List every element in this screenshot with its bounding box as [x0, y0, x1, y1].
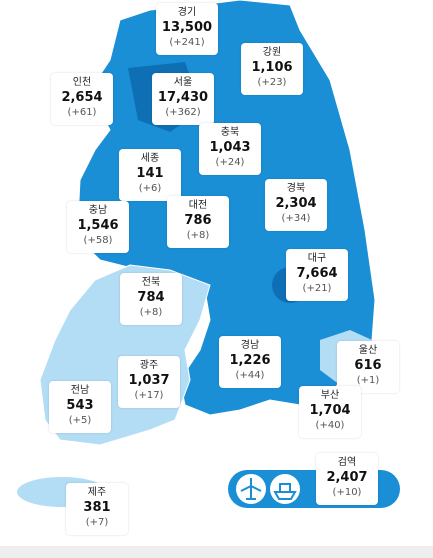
- region-label: 검역 2,407 (+10): [316, 453, 378, 505]
- region-label: 강원 1,106 (+23): [241, 43, 303, 95]
- region-total: 786: [184, 213, 212, 228]
- region-label: 충북 1,043 (+24): [199, 123, 261, 175]
- region-total: 141: [136, 166, 164, 181]
- region-total: 1,546: [77, 218, 119, 233]
- region-change: (+34): [281, 213, 311, 224]
- region-total: 2,407: [326, 470, 368, 485]
- region-label: 전북 784 (+8): [120, 273, 182, 325]
- region-label: 경남 1,226 (+44): [219, 336, 281, 388]
- region-name: 충남: [88, 205, 108, 216]
- region-label: 서울 17,430 (+362): [152, 73, 214, 125]
- region-change: (+362): [165, 107, 201, 118]
- region-change: (+241): [169, 37, 205, 48]
- region-change: (+7): [85, 517, 109, 528]
- region-label: 세종 141 (+6): [119, 149, 181, 201]
- region-label: 대구 7,664 (+21): [286, 249, 348, 301]
- region-total: 1,704: [309, 403, 351, 418]
- region-change: (+10): [332, 487, 362, 498]
- region-name: 인천: [72, 77, 92, 88]
- region-change: (+24): [215, 157, 245, 168]
- region-total: 2,304: [275, 196, 317, 211]
- region-label: 부산 1,704 (+40): [299, 386, 361, 438]
- region-name: 경남: [240, 340, 260, 351]
- region-total: 1,106: [251, 60, 293, 75]
- region-name: 경북: [286, 183, 306, 194]
- region-name: 울산: [358, 345, 378, 356]
- ship-glyph: [273, 483, 297, 500]
- region-name: 경기: [177, 7, 197, 18]
- footer-bar: [0, 546, 433, 558]
- region-label: 경기 13,500 (+241): [156, 3, 218, 55]
- region-change: (+8): [186, 230, 210, 241]
- region-label: 울산 616 (+1): [337, 341, 399, 393]
- region-name: 부산: [320, 390, 340, 401]
- region-label: 인천 2,654 (+61): [51, 73, 113, 125]
- region-change: (+21): [302, 283, 332, 294]
- region-label: 제주 381 (+7): [66, 483, 128, 535]
- region-label: 대전 786 (+8): [167, 196, 229, 248]
- region-change: (+17): [134, 390, 164, 401]
- region-label: 충남 1,546 (+58): [67, 201, 129, 253]
- region-change: (+40): [315, 420, 345, 431]
- region-total: 2,654: [61, 90, 103, 105]
- region-total: 13,500: [161, 20, 213, 35]
- region-total: 17,430: [157, 90, 209, 105]
- region-name: 강원: [262, 47, 282, 58]
- region-total: 784: [137, 290, 165, 305]
- region-change: (+61): [67, 107, 97, 118]
- region-label: 전남 543 (+5): [49, 381, 111, 433]
- region-name: 전남: [70, 385, 90, 396]
- region-name: 검역: [337, 457, 357, 468]
- region-name: 광주: [139, 360, 159, 371]
- region-name: 제주: [87, 487, 107, 498]
- region-total: 381: [83, 500, 111, 515]
- region-change: (+8): [139, 307, 163, 318]
- region-change: (+44): [235, 370, 265, 381]
- region-name: 전북: [141, 277, 161, 288]
- region-total: 543: [66, 398, 94, 413]
- region-change: (+58): [83, 235, 113, 246]
- region-total: 616: [354, 358, 382, 373]
- region-total: 1,226: [229, 353, 271, 368]
- region-change: (+1): [356, 375, 380, 386]
- region-name: 대구: [307, 253, 327, 264]
- region-name: 세종: [140, 153, 160, 164]
- region-total: 7,664: [296, 266, 338, 281]
- region-change: (+5): [68, 415, 92, 426]
- region-name: 충북: [220, 127, 240, 138]
- region-change: (+23): [257, 77, 287, 88]
- region-label: 광주 1,037 (+17): [118, 356, 180, 408]
- region-name: 서울: [173, 77, 193, 88]
- plane-glyph: [240, 478, 262, 500]
- region-change: (+6): [138, 183, 162, 194]
- region-total: 1,037: [128, 373, 170, 388]
- region-label: 경북 2,304 (+34): [265, 179, 327, 231]
- region-name: 대전: [188, 200, 208, 211]
- region-total: 1,043: [209, 140, 251, 155]
